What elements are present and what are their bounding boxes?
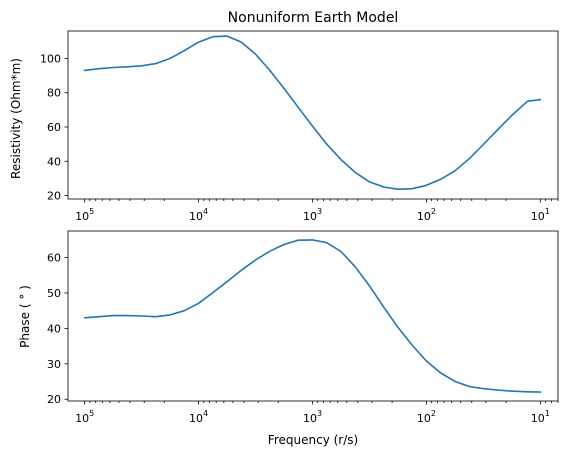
resistivity-panel: Nonuniform Earth Model Resistivity (Ohm*… — [9, 10, 559, 223]
phase-y-tick-label: 50 — [47, 287, 61, 300]
resistivity-ticks-layer: 105 104 103 102 101 20 40 60 80 100 — [40, 52, 559, 223]
phase-ticks-layer: 105 104 103 102 101 20 30 40 50 60 — [47, 252, 559, 425]
resistivity-x-tick-label: 103 — [303, 207, 322, 223]
resistivity-plot-frame — [67, 30, 559, 200]
resistivity-y-tick-label: 40 — [47, 155, 61, 168]
resistivity-x-tick-label: 104 — [189, 207, 208, 223]
phase-series-layer — [83, 239, 542, 393]
phase-panel: Phase ( ° ) 105 104 103 102 101 20 30 40 50 60 Fr… — [18, 230, 559, 447]
resistivity-series-layer — [83, 35, 542, 190]
phase-series-line — [83, 239, 542, 393]
phase-y-tick-label: 30 — [47, 358, 61, 371]
resistivity-series-line — [83, 35, 542, 190]
phase-x-tick-label: 101 — [531, 409, 550, 425]
resistivity-x-tick-label: 105 — [75, 207, 94, 223]
resistivity-y-tick-label: 20 — [47, 190, 61, 203]
frequency-axis-label: Frequency (r/s) — [268, 433, 358, 447]
phase-axis-label: Phase ( ° ) — [18, 285, 32, 348]
phase-y-tick-label: 20 — [47, 393, 61, 406]
resistivity-y-tick-label: 80 — [47, 87, 61, 100]
resistivity-y-tick-label: 60 — [47, 121, 61, 134]
phase-plot-frame — [67, 230, 559, 402]
resistivity-x-tick-label: 101 — [531, 207, 550, 223]
phase-x-tick-label: 103 — [303, 409, 322, 425]
resistivity-y-tick-label: 100 — [40, 52, 61, 65]
phase-x-tick-label: 102 — [417, 409, 436, 425]
resistivity-axis-label: Resistivity (Ohm*m) — [9, 58, 23, 179]
phase-y-tick-label: 60 — [47, 252, 61, 265]
phase-y-tick-label: 40 — [47, 322, 61, 335]
phase-x-tick-label: 105 — [75, 409, 94, 425]
resistivity-x-tick-label: 102 — [417, 207, 436, 223]
chart-title: Nonuniform Earth Model — [228, 10, 399, 26]
phase-x-tick-label: 104 — [189, 409, 208, 425]
